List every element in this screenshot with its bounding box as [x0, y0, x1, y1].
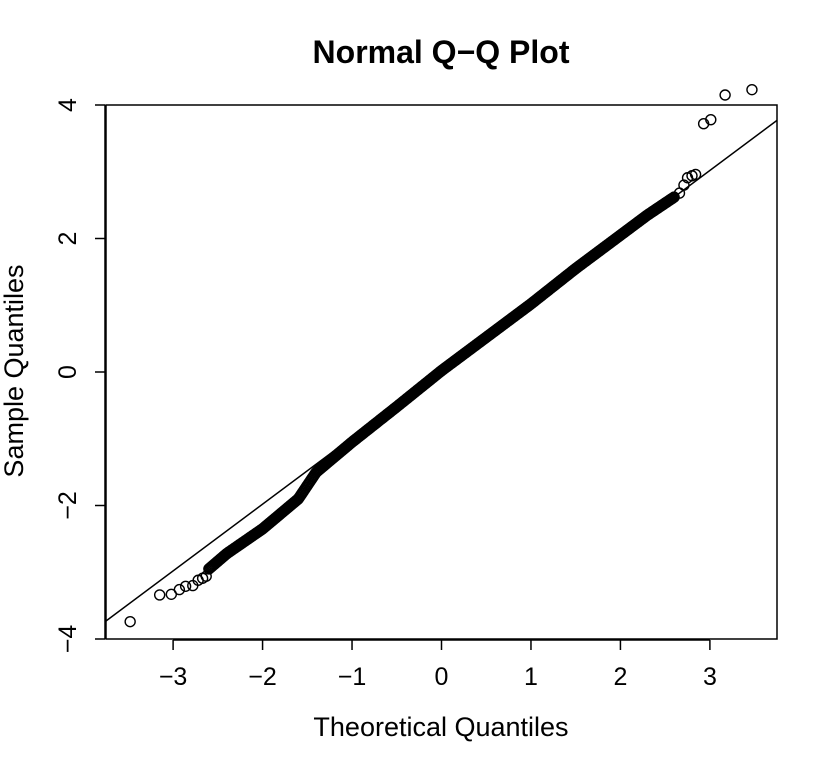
- data-point: [705, 113, 717, 126]
- data-point: [719, 89, 731, 101]
- x-tick-label: 2: [613, 663, 627, 691]
- data-point: [179, 580, 192, 592]
- data-point: [678, 179, 690, 191]
- y-tick-label: −2: [54, 491, 82, 520]
- data-point: [173, 583, 186, 596]
- data-point: [689, 168, 702, 181]
- data-point: [153, 589, 166, 601]
- x-tick-label: −1: [338, 663, 367, 691]
- x-tick-label: 3: [703, 663, 717, 691]
- y-tick-label: 0: [54, 365, 82, 379]
- data-point: [200, 570, 212, 582]
- y-axis: −4 −2 0 2 4: [54, 98, 106, 654]
- x-tick-label: −3: [159, 663, 188, 691]
- y-axis-title: Sample Quantiles: [0, 264, 29, 477]
- chart-title: Normal Q−Q Plot: [313, 34, 570, 70]
- x-tick-label: −2: [248, 663, 277, 691]
- data-point: [124, 615, 136, 628]
- y-tick-label: 4: [54, 98, 82, 112]
- x-tick-label: 0: [435, 663, 449, 691]
- y-tick-label: 2: [54, 232, 82, 246]
- plot-frame: [105, 104, 778, 640]
- data-points: [124, 83, 758, 628]
- x-axis: −3 −2 −1 0 1 2 3: [159, 639, 717, 691]
- y-tick-label: −4: [54, 625, 82, 654]
- x-tick-label: 1: [524, 663, 538, 691]
- x-axis-title: Theoretical Quantiles: [313, 712, 568, 742]
- data-point: [746, 83, 758, 96]
